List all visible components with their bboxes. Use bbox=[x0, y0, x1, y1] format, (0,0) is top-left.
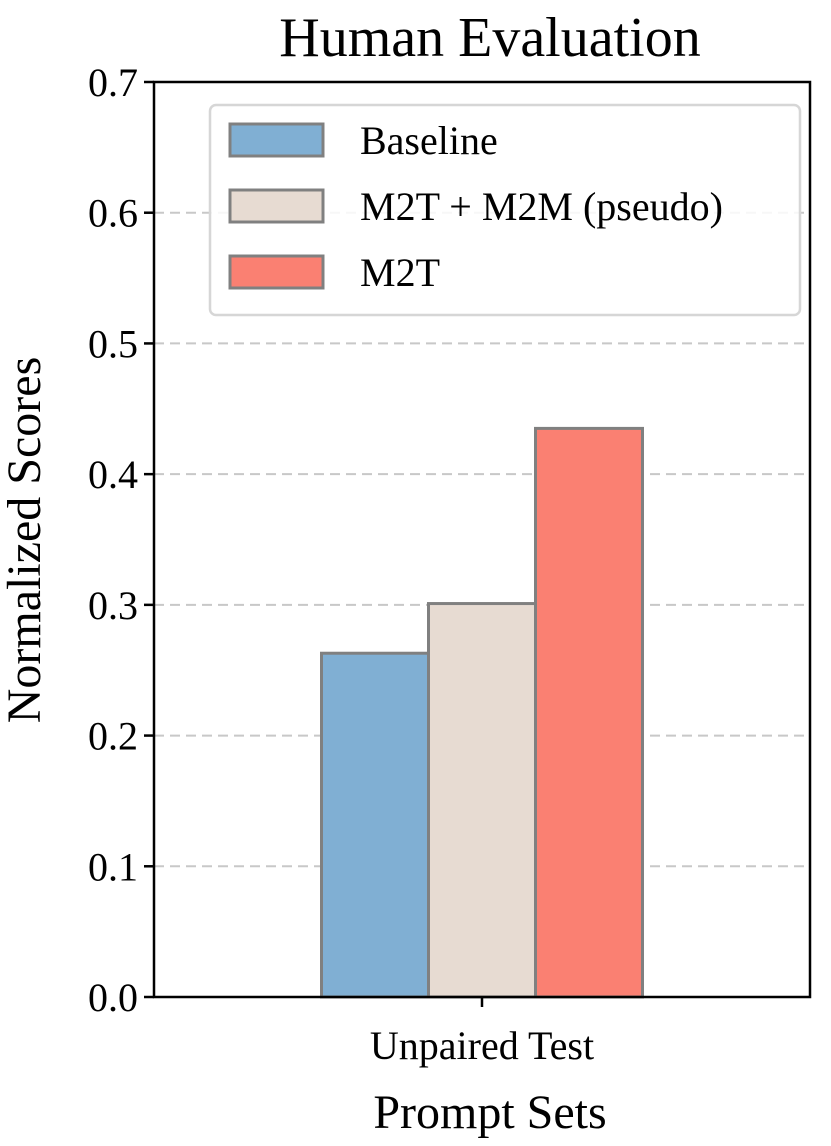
x-ticks: Unpaired Test bbox=[370, 997, 594, 1068]
legend-label: Baseline bbox=[360, 118, 498, 163]
legend-frame bbox=[208, 103, 802, 317]
y-axis-label: Normalized Scores bbox=[0, 357, 51, 724]
legend-swatch bbox=[228, 122, 325, 158]
bars bbox=[320, 426, 644, 999]
legend: Baseline M2T + M2M (pseudo) M2T bbox=[208, 103, 802, 317]
y-tick-label: 0.2 bbox=[88, 714, 138, 759]
y-tick-label: 0.7 bbox=[88, 60, 138, 105]
legend-label: M2T bbox=[360, 250, 440, 295]
x-axis-label: Prompt Sets bbox=[373, 1086, 606, 1139]
y-ticks: 0.0 0.1 0.2 0.3 0.4 0.5 0.6 0.7 bbox=[88, 60, 154, 1020]
legend-label: M2T + M2M (pseudo) bbox=[360, 184, 723, 229]
y-tick-label: 0.0 bbox=[88, 975, 138, 1020]
chart-title: Human Evaluation bbox=[279, 7, 700, 69]
y-tick-label: 0.6 bbox=[88, 191, 138, 236]
legend-swatch bbox=[228, 188, 325, 224]
bar-m2t bbox=[534, 426, 644, 999]
bar-baseline bbox=[320, 651, 430, 999]
bar-m2t-m2m-pseudo bbox=[427, 602, 537, 999]
y-tick-label: 0.5 bbox=[88, 321, 138, 366]
y-tick-label: 0.3 bbox=[88, 583, 138, 628]
x-tick-label: Unpaired Test bbox=[370, 1023, 594, 1068]
y-tick-label: 0.1 bbox=[88, 844, 138, 889]
legend-swatch bbox=[228, 254, 325, 290]
y-tick-label: 0.4 bbox=[88, 452, 138, 497]
